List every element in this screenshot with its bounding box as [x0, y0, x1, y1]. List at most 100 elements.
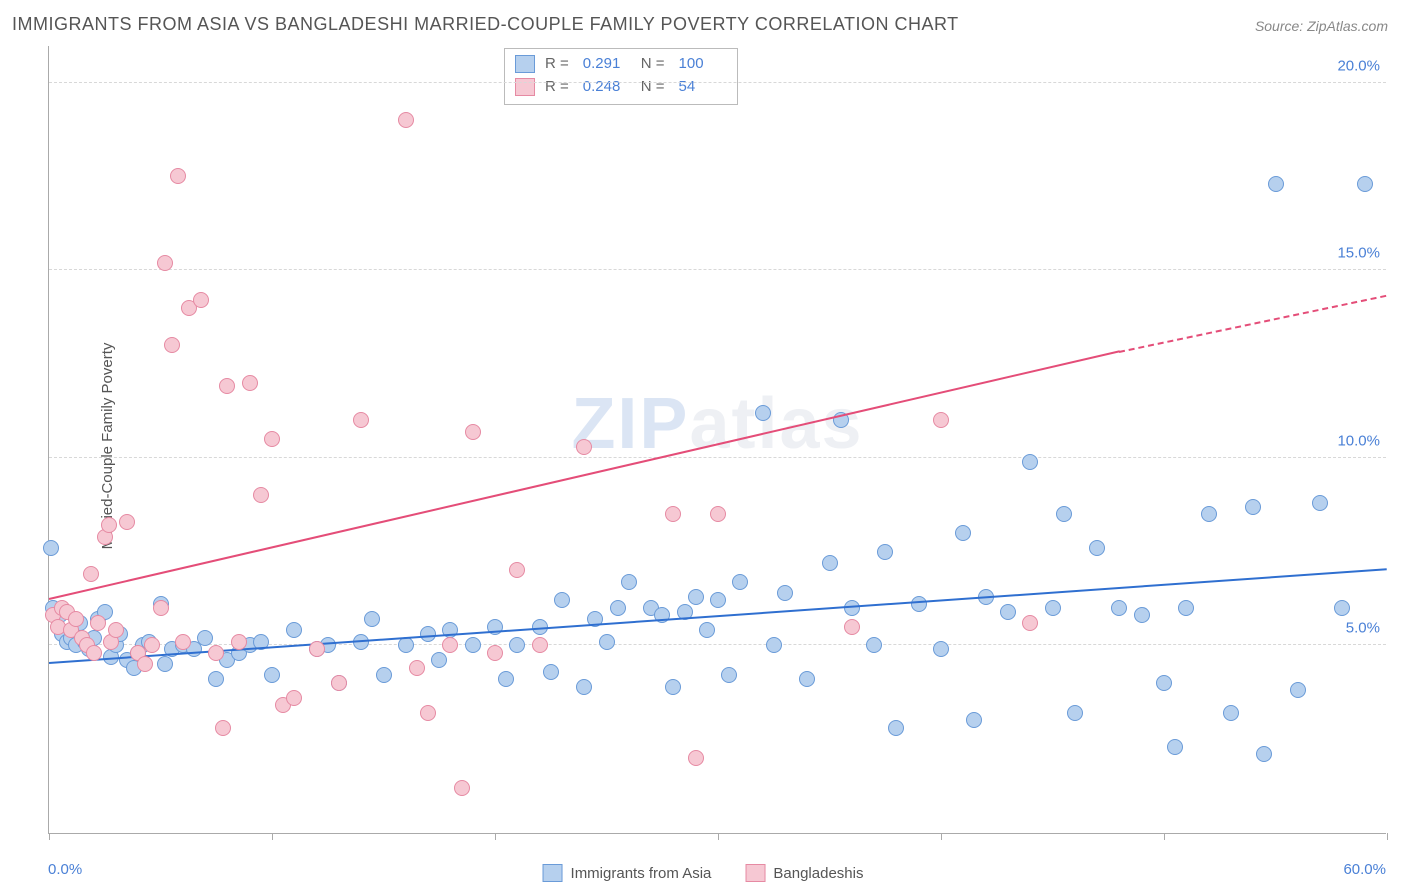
- scatter-point: [144, 637, 160, 653]
- scatter-point: [576, 439, 592, 455]
- scatter-point: [799, 671, 815, 687]
- scatter-point: [1111, 600, 1127, 616]
- r-value: 0.291: [583, 53, 631, 76]
- scatter-point: [1268, 176, 1284, 192]
- scatter-point: [777, 585, 793, 601]
- scatter-point: [208, 671, 224, 687]
- legend-swatch: [543, 864, 563, 882]
- legend-item: Immigrants from Asia: [543, 864, 712, 882]
- scatter-point: [119, 514, 135, 530]
- scatter-point: [888, 720, 904, 736]
- scatter-point: [208, 645, 224, 661]
- scatter-point: [108, 622, 124, 638]
- y-tick-label: 5.0%: [1346, 620, 1380, 637]
- scatter-point: [420, 705, 436, 721]
- scatter-point: [710, 592, 726, 608]
- scatter-point: [331, 675, 347, 691]
- scatter-point: [766, 637, 782, 653]
- scatter-point: [309, 641, 325, 657]
- scatter-point: [1056, 506, 1072, 522]
- scatter-point: [710, 506, 726, 522]
- legend-label: Immigrants from Asia: [571, 865, 712, 882]
- scatter-point: [465, 424, 481, 440]
- scatter-point: [966, 712, 982, 728]
- scatter-point: [1290, 682, 1306, 698]
- scatter-point: [86, 645, 102, 661]
- scatter-point: [576, 679, 592, 695]
- scatter-point: [755, 405, 771, 421]
- scatter-point: [364, 611, 380, 627]
- y-tick-label: 15.0%: [1337, 245, 1380, 262]
- scatter-point: [242, 375, 258, 391]
- scatter-point: [264, 667, 280, 683]
- stats-row: R =0.291N =100: [515, 53, 727, 76]
- scatter-point: [1067, 705, 1083, 721]
- scatter-point: [688, 589, 704, 605]
- scatter-point: [933, 641, 949, 657]
- x-tick: [49, 833, 50, 840]
- scatter-point: [487, 645, 503, 661]
- legend-item: Bangladeshis: [745, 864, 863, 882]
- legend-swatch: [515, 78, 535, 96]
- scatter-point: [215, 720, 231, 736]
- scatter-point: [43, 540, 59, 556]
- x-tick: [1387, 833, 1388, 840]
- scatter-point: [554, 592, 570, 608]
- scatter-point: [665, 506, 681, 522]
- scatter-point: [1089, 540, 1105, 556]
- scatter-point: [732, 574, 748, 590]
- scatter-point: [157, 656, 173, 672]
- scatter-point: [1178, 600, 1194, 616]
- watermark: ZIPatlas: [571, 383, 863, 465]
- n-label: N =: [641, 53, 665, 76]
- scatter-point: [509, 562, 525, 578]
- gridline: [49, 82, 1386, 83]
- scatter-point: [599, 634, 615, 650]
- scatter-point: [911, 596, 927, 612]
- scatter-point: [621, 574, 637, 590]
- trend-line-dashed: [1119, 294, 1387, 352]
- scatter-point: [175, 634, 191, 650]
- scatter-point: [1000, 604, 1016, 620]
- scatter-point: [1256, 746, 1272, 762]
- x-axis-start-label: 0.0%: [48, 861, 82, 878]
- scatter-point: [264, 431, 280, 447]
- scatter-point: [699, 622, 715, 638]
- scatter-point: [1357, 176, 1373, 192]
- scatter-point: [1334, 600, 1350, 616]
- scatter-point: [1045, 600, 1061, 616]
- gridline: [49, 457, 1386, 458]
- n-value: 54: [679, 76, 727, 99]
- scatter-point: [197, 630, 213, 646]
- scatter-point: [353, 412, 369, 428]
- x-axis-end-label: 60.0%: [1343, 861, 1386, 878]
- scatter-point: [721, 667, 737, 683]
- scatter-point: [286, 690, 302, 706]
- scatter-point: [1245, 499, 1261, 515]
- scatter-point: [1223, 705, 1239, 721]
- scatter-point: [665, 679, 681, 695]
- scatter-point: [398, 637, 414, 653]
- x-tick: [1164, 833, 1165, 840]
- scatter-point: [532, 637, 548, 653]
- scatter-point: [509, 637, 525, 653]
- scatter-point: [193, 292, 209, 308]
- scatter-point: [253, 487, 269, 503]
- scatter-point: [543, 664, 559, 680]
- scatter-point: [1201, 506, 1217, 522]
- scatter-point: [431, 652, 447, 668]
- scatter-point: [170, 168, 186, 184]
- x-tick: [495, 833, 496, 840]
- scatter-point: [164, 337, 180, 353]
- scatter-point: [231, 634, 247, 650]
- scatter-point: [498, 671, 514, 687]
- scatter-point: [409, 660, 425, 676]
- n-label: N =: [641, 76, 665, 99]
- scatter-point: [610, 600, 626, 616]
- trend-line: [49, 568, 1387, 664]
- scatter-point: [153, 600, 169, 616]
- scatter-point: [844, 619, 860, 635]
- scatter-point: [286, 622, 302, 638]
- scatter-point: [688, 750, 704, 766]
- scatter-point: [866, 637, 882, 653]
